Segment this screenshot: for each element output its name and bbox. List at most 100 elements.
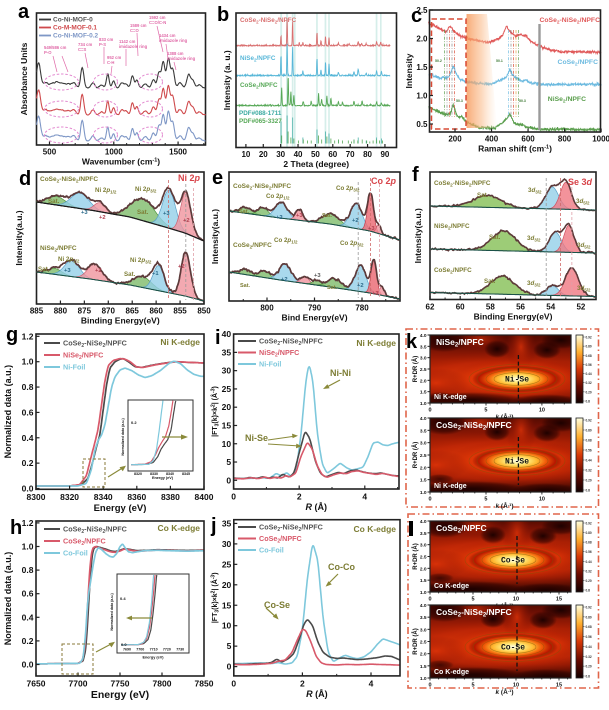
svg-text:3d3/2: 3d3/2 xyxy=(527,235,541,243)
svg-text:50.2: 50.2 xyxy=(435,59,442,63)
svg-text:50.3: 50.3 xyxy=(456,99,463,103)
svg-text:3.5: 3.5 xyxy=(420,615,427,621)
svg-text:60: 60 xyxy=(456,303,465,312)
svg-text:k (Å-1): k (Å-1) xyxy=(495,501,513,510)
svg-text:30: 30 xyxy=(276,150,285,159)
svg-text:0.92: 0.92 xyxy=(586,522,592,526)
svg-text:0.8: 0.8 xyxy=(586,489,591,493)
svg-text:0.4: 0.4 xyxy=(22,612,34,622)
svg-text:0: 0 xyxy=(231,492,236,502)
svg-text:PDF#088-1711: PDF#088-1711 xyxy=(239,110,282,117)
svg-text:56: 56 xyxy=(516,303,525,312)
svg-text:Sat.: Sat. xyxy=(489,234,501,241)
svg-text:0: 0 xyxy=(428,408,431,414)
svg-text:25: 25 xyxy=(222,384,232,394)
svg-text:Co 2p1/2: Co 2p1/2 xyxy=(266,193,290,201)
svg-text:870: 870 xyxy=(102,307,116,316)
svg-text:4.0: 4.0 xyxy=(420,603,427,609)
svg-text:1434 cm: 1434 cm xyxy=(159,33,176,38)
svg-text:2.0: 2.0 xyxy=(420,566,427,572)
svg-text:Energy (eV): Energy (eV) xyxy=(142,656,164,660)
svg-text:Co 2p1/2: Co 2p1/2 xyxy=(274,237,298,245)
svg-text:1000: 1000 xyxy=(592,135,609,144)
svg-text:Intensity(a.u.): Intensity(a.u.) xyxy=(210,209,220,264)
svg-text:+1: +1 xyxy=(152,271,159,277)
svg-text:0.8: 0.8 xyxy=(22,565,34,575)
svg-text:f: f xyxy=(412,164,419,186)
svg-text:0.80: 0.80 xyxy=(586,615,592,619)
svg-text:Co-Se: Co-Se xyxy=(501,557,525,566)
svg-text:2.0: 2.0 xyxy=(420,652,427,658)
svg-text:0.20: 0.20 xyxy=(586,579,592,583)
svg-text:885: 885 xyxy=(30,307,44,316)
svg-text:20: 20 xyxy=(259,150,268,159)
svg-text:+3: +3 xyxy=(368,226,375,232)
svg-text:0.5: 0.5 xyxy=(416,120,428,129)
svg-text:Ni-Ni: Ni-Ni xyxy=(330,368,351,378)
svg-text:C=S: C=S xyxy=(78,47,86,52)
svg-text:+2: +2 xyxy=(276,215,283,221)
svg-text:3.5: 3.5 xyxy=(420,531,427,537)
svg-text:C-H: C-H xyxy=(107,60,114,65)
svg-text:Co-Foil: Co-Foil xyxy=(259,546,284,555)
svg-text:+3: +3 xyxy=(64,268,71,274)
svg-text:CoSe2-NiSe2/NPFC: CoSe2-NiSe2/NPFC xyxy=(259,337,323,348)
svg-text:952 cm: 952 cm xyxy=(107,55,121,60)
svg-text:1.0: 1.0 xyxy=(420,590,427,596)
svg-text:imidazole ring: imidazole ring xyxy=(167,56,196,61)
svg-text:Co 2p3/2: Co 2p3/2 xyxy=(336,185,360,193)
svg-text:1.0: 1.0 xyxy=(420,490,427,496)
svg-text:10: 10 xyxy=(222,439,232,449)
svg-text:0.4: 0.4 xyxy=(120,596,126,601)
svg-text:8345: 8345 xyxy=(182,472,190,476)
svg-text:Co-Foil: Co-Foil xyxy=(63,549,88,558)
svg-text:0.2: 0.2 xyxy=(131,420,137,425)
svg-text:7700: 7700 xyxy=(136,648,144,652)
svg-text:R+DR (Å): R+DR (Å) xyxy=(412,356,419,383)
svg-text:Ni-Foil: Ni-Foil xyxy=(259,360,281,369)
svg-text:+3: +3 xyxy=(163,211,170,217)
svg-text:Intensity: Intensity xyxy=(404,53,414,88)
svg-text:7750: 7750 xyxy=(111,679,130,689)
svg-text:0.44: 0.44 xyxy=(586,372,592,376)
svg-text:1589 cm: 1589 cm xyxy=(130,23,147,28)
svg-text:+2: +2 xyxy=(281,277,288,283)
svg-text:7650: 7650 xyxy=(27,679,46,689)
svg-text:60: 60 xyxy=(328,150,337,159)
svg-text:Absorbance Units: Absorbance Units xyxy=(19,42,29,115)
svg-text:865: 865 xyxy=(126,307,140,316)
svg-text:35: 35 xyxy=(222,347,232,357)
svg-text:0.80: 0.80 xyxy=(586,429,592,433)
svg-text:e: e xyxy=(212,167,223,189)
svg-text:2.5: 2.5 xyxy=(416,6,428,15)
svg-text:0.8: 0.8 xyxy=(586,400,591,404)
svg-text:C=O/C-N: C=O/C-N xyxy=(149,20,166,25)
svg-text:25: 25 xyxy=(222,559,232,569)
svg-text:Wavenumber (cm-1): Wavenumber (cm-1) xyxy=(82,157,160,167)
svg-text:0.8: 0.8 xyxy=(586,589,591,593)
svg-text:0.32: 0.32 xyxy=(586,569,592,573)
svg-text:0.6: 0.6 xyxy=(22,407,34,417)
svg-text:0.32: 0.32 xyxy=(586,655,592,659)
svg-text:+2: +2 xyxy=(352,218,359,224)
svg-text:1.2: 1.2 xyxy=(22,331,34,341)
svg-text:Ni 2p1/2: Ni 2p1/2 xyxy=(58,256,80,264)
svg-text:0.92: 0.92 xyxy=(586,336,592,340)
svg-text:5: 5 xyxy=(471,683,474,689)
svg-text:0: 0 xyxy=(226,475,231,485)
svg-text:+2: +2 xyxy=(95,268,102,274)
svg-text:CoSe2-NiSe2/NPFC: CoSe2-NiSe2/NPFC xyxy=(434,180,491,189)
svg-text:8330: 8330 xyxy=(150,472,158,476)
svg-text:3.5: 3.5 xyxy=(420,428,427,434)
svg-text:7800: 7800 xyxy=(153,679,172,689)
svg-text:3d5/2: 3d5/2 xyxy=(576,198,590,206)
svg-text:0.56: 0.56 xyxy=(586,363,592,367)
svg-text:Sat.: Sat. xyxy=(240,283,251,289)
svg-text:1388 cm: 1388 cm xyxy=(167,51,184,56)
svg-text:Sat.: Sat. xyxy=(48,198,60,205)
svg-text:40: 40 xyxy=(294,150,303,159)
svg-text:2.5: 2.5 xyxy=(420,453,427,459)
svg-text:5: 5 xyxy=(484,497,487,503)
svg-text:0.56: 0.56 xyxy=(586,635,592,639)
svg-text:15: 15 xyxy=(556,683,562,689)
